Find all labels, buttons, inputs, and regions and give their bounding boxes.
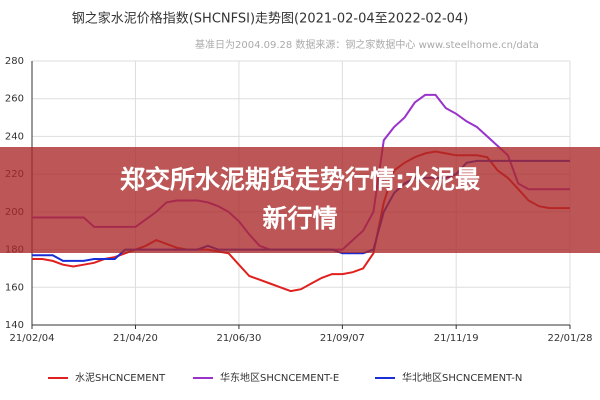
y-tick-label: 260 xyxy=(5,94,24,105)
x-tick-label: 21/11/19 xyxy=(434,333,479,344)
chart-subtitle: 基准日为2004.09.28 数据来源：钢之家数据中心 www.steelhom… xyxy=(195,38,539,51)
banner-text: 郑交所水泥期货走势行情:水泥最 xyxy=(120,165,481,194)
y-tick-label: 160 xyxy=(5,282,24,293)
x-tick-label: 21/04/20 xyxy=(113,333,158,344)
banner-text: 新行情 xyxy=(262,204,337,233)
chart-title: 钢之家水泥价格指数(SHCNFSI)走势图(2021-02-04至2022-02… xyxy=(72,11,469,27)
legend-label: 水泥SHCNCEMENT xyxy=(75,371,166,384)
x-tick-label: 22/01/28 xyxy=(548,333,593,344)
banner-background xyxy=(0,147,600,253)
x-tick-label: 21/09/07 xyxy=(320,333,365,344)
y-tick-label: 280 xyxy=(5,56,24,67)
y-tick-label: 140 xyxy=(5,320,24,331)
legend-label: 华北地区SHCNCEMENT-N xyxy=(402,371,522,384)
x-tick-label: 21/06/30 xyxy=(216,333,261,344)
y-tick-label: 240 xyxy=(5,131,24,142)
x-tick-label: 21/02/04 xyxy=(10,333,55,344)
legend-label: 华东地区SHCNCEMENT-E xyxy=(220,371,339,384)
